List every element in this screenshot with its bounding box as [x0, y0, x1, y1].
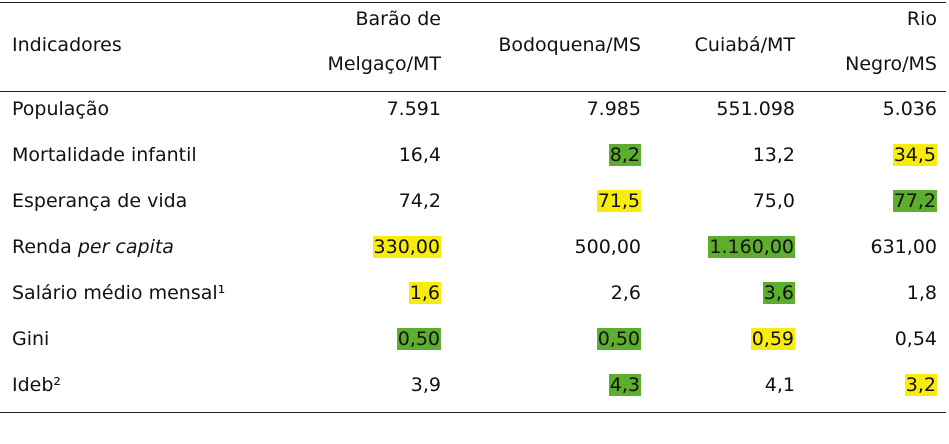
row-label-mortalidade: Mortalidade infantil — [12, 144, 197, 166]
cell-salario-col3: 3,6 — [762, 282, 795, 304]
cell-salario-col2: 2,6 — [610, 282, 641, 304]
highlight-green: 3,6 — [762, 282, 795, 304]
table-bottom-rule — [0, 412, 946, 413]
highlight-yellow: 330,00 — [372, 236, 441, 258]
highlight-green: 8,2 — [608, 144, 641, 166]
cell-populacao-col2: 7.985 — [586, 98, 641, 120]
table-top-rule — [0, 2, 946, 3]
highlight-green: 4,3 — [608, 374, 641, 396]
row-label-populacao: População — [12, 98, 110, 120]
cell-gini-col4: 0,54 — [894, 328, 937, 350]
cell-mortalidade-col1: 16,4 — [398, 144, 441, 166]
header-indicadores: Indicadores — [12, 34, 122, 56]
cell-ideb-col3: 4,1 — [764, 374, 795, 396]
cell-gini-col3: 0,59 — [750, 328, 795, 350]
row-label-renda: Renda per capita — [12, 236, 174, 258]
cell-populacao-col4: 5.036 — [882, 98, 937, 120]
cell-ideb-col1: 3,9 — [410, 374, 441, 396]
row-label-esperanca: Esperança de vida — [12, 190, 188, 212]
header-col1-line1: Barão de — [355, 8, 441, 30]
cell-mortalidade-col2: 8,2 — [608, 144, 641, 166]
cell-renda-col3: 1.160,00 — [708, 236, 795, 258]
cell-ideb-col4: 3,2 — [904, 374, 937, 396]
header-rule — [0, 91, 946, 92]
cell-populacao-col1: 7.591 — [386, 98, 441, 120]
highlight-yellow: 1,6 — [408, 282, 441, 304]
cell-salario-col1: 1,6 — [408, 282, 441, 304]
row-label-salario: Salário médio mensal¹ — [12, 282, 226, 304]
cell-renda-col4: 631,00 — [870, 236, 937, 258]
row-label-ideb: Ideb² — [12, 374, 62, 396]
cell-gini-col1: 0,50 — [396, 328, 441, 350]
cell-renda-col1: 330,00 — [372, 236, 441, 258]
cell-esperanca-col4: 77,2 — [892, 190, 937, 212]
cell-esperanca-col2: 71,5 — [596, 190, 641, 212]
cell-esperanca-col3: 75,0 — [752, 190, 795, 212]
cell-salario-col4: 1,8 — [906, 282, 937, 304]
highlight-yellow: 34,5 — [892, 144, 937, 166]
highlight-yellow: 71,5 — [596, 190, 641, 212]
header-col2: Bodoquena/MS — [498, 34, 641, 56]
cell-populacao-col3: 551.098 — [716, 98, 795, 120]
row-label-gini: Gini — [12, 328, 50, 350]
highlight-green: 77,2 — [892, 190, 937, 212]
highlight-yellow: 0,59 — [750, 328, 795, 350]
cell-mortalidade-col4: 34,5 — [892, 144, 937, 166]
header-col4-line1: Rio — [906, 8, 937, 30]
header-col4-line2: Negro/MS — [845, 53, 937, 75]
cell-renda-col2: 500,00 — [574, 236, 641, 258]
cell-gini-col2: 0,50 — [596, 328, 641, 350]
header-col3: Cuiabá/MT — [694, 34, 795, 56]
cell-ideb-col2: 4,3 — [608, 374, 641, 396]
highlight-yellow: 3,2 — [904, 374, 937, 396]
cell-esperanca-col1: 74,2 — [398, 190, 441, 212]
highlight-green: 0,50 — [396, 328, 441, 350]
highlight-green: 0,50 — [596, 328, 641, 350]
highlight-green: 1.160,00 — [708, 236, 795, 258]
cell-mortalidade-col3: 13,2 — [752, 144, 795, 166]
header-col1-line2: Melgaço/MT — [327, 53, 441, 75]
